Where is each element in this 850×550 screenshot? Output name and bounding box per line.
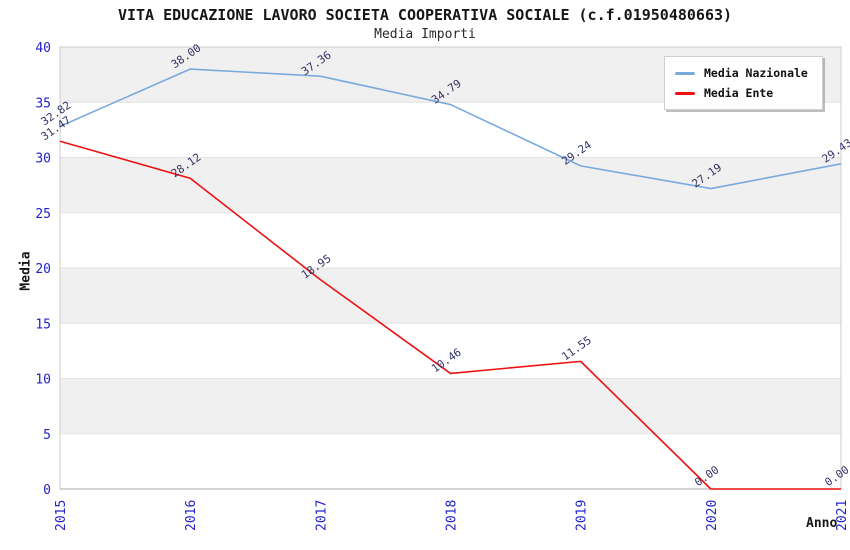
y-tick-label: 0 — [43, 483, 51, 498]
y-tick-label: 15 — [35, 317, 51, 332]
legend-item-media-ente: Media Ente — [675, 83, 808, 103]
legend-label: Media Nazionale — [704, 66, 808, 80]
x-tick-label: 2019 — [575, 500, 590, 531]
legend: Media Nazionale Media Ente — [664, 56, 823, 110]
chart-title: VITA EDUCAZIONE LAVORO SOCIETA COOPERATI… — [117, 6, 733, 24]
legend-item-media-nazionale: Media Nazionale — [675, 63, 808, 83]
x-tick-label: 2015 — [54, 500, 69, 531]
y-tick-label: 20 — [35, 262, 51, 277]
series-line — [59, 68, 842, 190]
x-tick-label: 2016 — [184, 500, 199, 531]
y-tick-label: 5 — [43, 428, 51, 443]
y-tick-label: 10 — [35, 373, 51, 388]
y-tick-label: 25 — [35, 207, 51, 222]
x-axis-title: Anno — [806, 516, 838, 531]
chart-subtitle: Media Importi — [374, 27, 476, 42]
x-tick-label: 2021 — [835, 500, 850, 531]
point-label: 11.55 — [559, 334, 594, 364]
legend-swatch-red-line-icon — [675, 91, 695, 95]
y-axis-title: Media — [18, 251, 34, 291]
y-tick-label: 35 — [35, 96, 51, 111]
legend-label: Media Ente — [704, 86, 774, 100]
grid-band — [60, 157, 841, 213]
point-label: 0.00 — [822, 463, 850, 489]
grid-band — [60, 268, 841, 324]
x-tick-label: 2017 — [314, 500, 329, 531]
x-tick-label: 2020 — [705, 500, 720, 531]
y-tick-label: 30 — [35, 152, 51, 167]
grid-band — [60, 378, 841, 434]
y-tick-label: 40 — [35, 41, 51, 56]
series-line — [59, 140, 841, 490]
legend-swatch-blue-line-icon — [675, 71, 695, 75]
x-tick-label: 2018 — [445, 500, 460, 531]
